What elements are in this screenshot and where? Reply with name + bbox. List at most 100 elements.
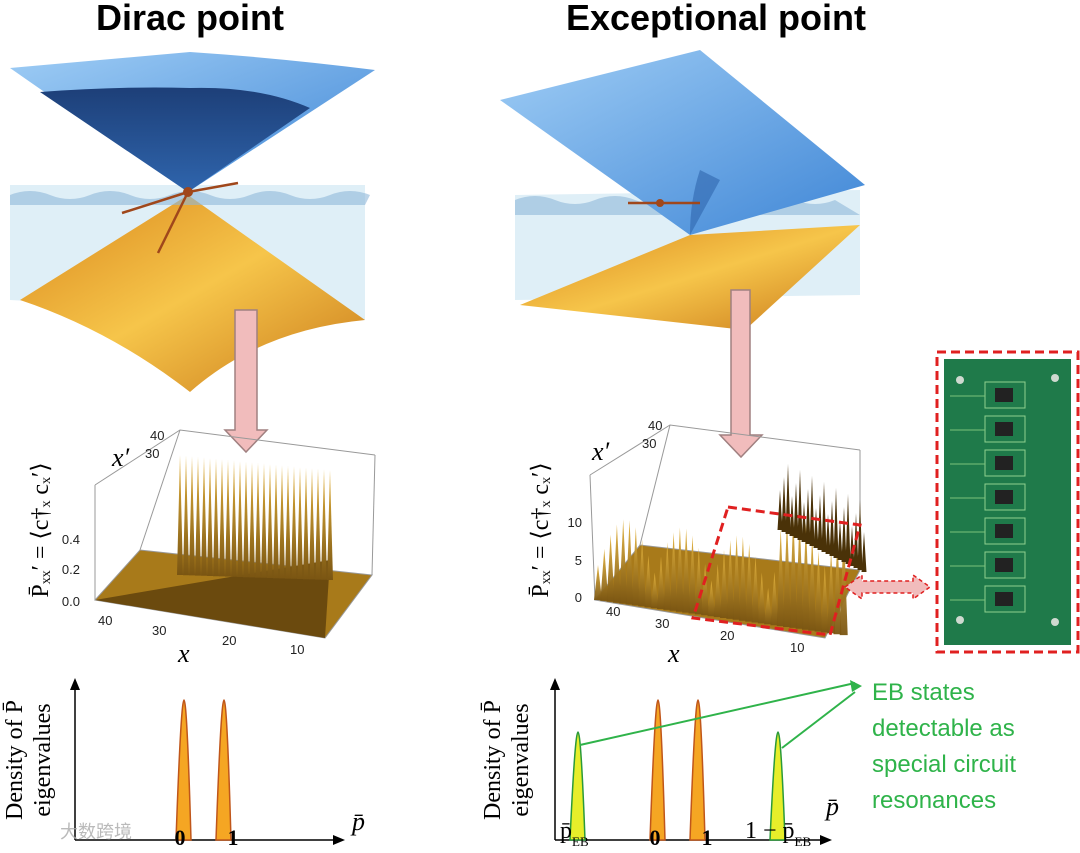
shape (713, 564, 722, 618)
shape (777, 490, 783, 530)
z-label: P̄ₓₓ′ = ⟨c†ₓ cₓ′⟩ (28, 462, 54, 597)
shape (285, 465, 291, 579)
shape (781, 477, 787, 532)
shape (995, 456, 1013, 470)
shape (805, 489, 811, 544)
shape (808, 534, 817, 631)
eb-peak (569, 731, 786, 841)
shape (820, 565, 829, 633)
shape (195, 456, 201, 576)
z-tick: 10 (568, 515, 582, 530)
shape (612, 524, 621, 603)
y-label: Density of P̄ (2, 700, 28, 820)
shape (821, 482, 827, 552)
annotation-arrowhead (850, 680, 862, 692)
z-label: P̄ₓₓ′ = ⟨c†ₓ cₓ′⟩ (528, 462, 554, 597)
shape (984, 449, 1026, 477)
x-tick: 1 (702, 825, 713, 850)
shape (797, 470, 803, 540)
shape (829, 501, 835, 556)
shape (231, 460, 237, 577)
shape (732, 535, 741, 620)
shape (315, 468, 321, 580)
annotation-line (579, 682, 856, 749)
x-tick: p̄EB (560, 818, 589, 849)
shape (995, 490, 1013, 504)
shape (261, 463, 267, 578)
x-tick: 1 − p̄EB (745, 818, 811, 849)
z-tick: 0 (575, 590, 582, 605)
shape (751, 556, 760, 623)
shape (861, 532, 867, 572)
shape (291, 466, 297, 579)
shape (675, 527, 684, 612)
x-tick: 30 (655, 616, 669, 631)
shape (309, 468, 315, 580)
spikes (177, 455, 333, 580)
shape (984, 381, 1026, 409)
shape (606, 534, 615, 602)
xp-label: x′ (111, 443, 130, 472)
x-label: x (177, 639, 190, 668)
shape (793, 483, 799, 538)
shape (825, 514, 831, 554)
shape (255, 462, 261, 578)
x-label: p̄ (824, 792, 839, 821)
xp-label: x′ (591, 437, 610, 466)
annotation: EB states (872, 679, 975, 706)
y-label: Density of P̄ (480, 700, 506, 820)
annotation: special circuit (872, 751, 1016, 778)
shape (707, 580, 716, 617)
shape (827, 549, 836, 634)
shape (776, 527, 785, 627)
annotation: detectable as (872, 715, 1015, 742)
xp-tick: 30 (642, 436, 656, 451)
shape (625, 520, 634, 605)
shape (984, 551, 1026, 579)
shape (809, 476, 815, 546)
shape (237, 461, 243, 577)
shape (243, 461, 249, 578)
z-tick: 5 (575, 553, 582, 568)
x-tick: 40 (98, 613, 112, 628)
xp-tick: 40 (648, 418, 662, 433)
shape (249, 462, 255, 578)
x-tick: 10 (290, 642, 304, 657)
shape (297, 467, 303, 579)
circuit-board (935, 350, 1080, 654)
density-peak (175, 699, 706, 841)
shape (327, 470, 333, 580)
shape (795, 514, 804, 629)
shape (701, 563, 710, 616)
shape (303, 467, 309, 580)
title: Dirac point (96, 0, 284, 38)
down-arrow (223, 289, 764, 459)
double-arrow (843, 573, 932, 601)
x-tick: 1 (228, 825, 239, 850)
y-label: eigenvalues (508, 703, 534, 816)
shape (813, 508, 819, 548)
x-tick: 1 − p̄ (745, 818, 795, 844)
x-tick: 40 (606, 604, 620, 619)
shape (845, 494, 851, 564)
z-tick: 0.0 (62, 594, 80, 609)
shape (853, 513, 859, 568)
shape (764, 588, 773, 625)
x-label: p̄ (350, 807, 365, 836)
x-tick: p̄ (560, 818, 572, 844)
shape (207, 458, 213, 576)
shape (984, 585, 1026, 613)
dirac-cone (10, 52, 375, 392)
shape (638, 539, 647, 607)
shape (273, 464, 279, 579)
x-tick: 0 (650, 825, 661, 850)
z-tick: 0.4 (62, 532, 80, 547)
x-tick: 30 (152, 623, 166, 638)
shape (984, 415, 1026, 443)
shape (201, 457, 207, 576)
shape (849, 526, 855, 566)
shape (833, 535, 842, 635)
shape (619, 519, 628, 604)
shape (995, 558, 1013, 572)
